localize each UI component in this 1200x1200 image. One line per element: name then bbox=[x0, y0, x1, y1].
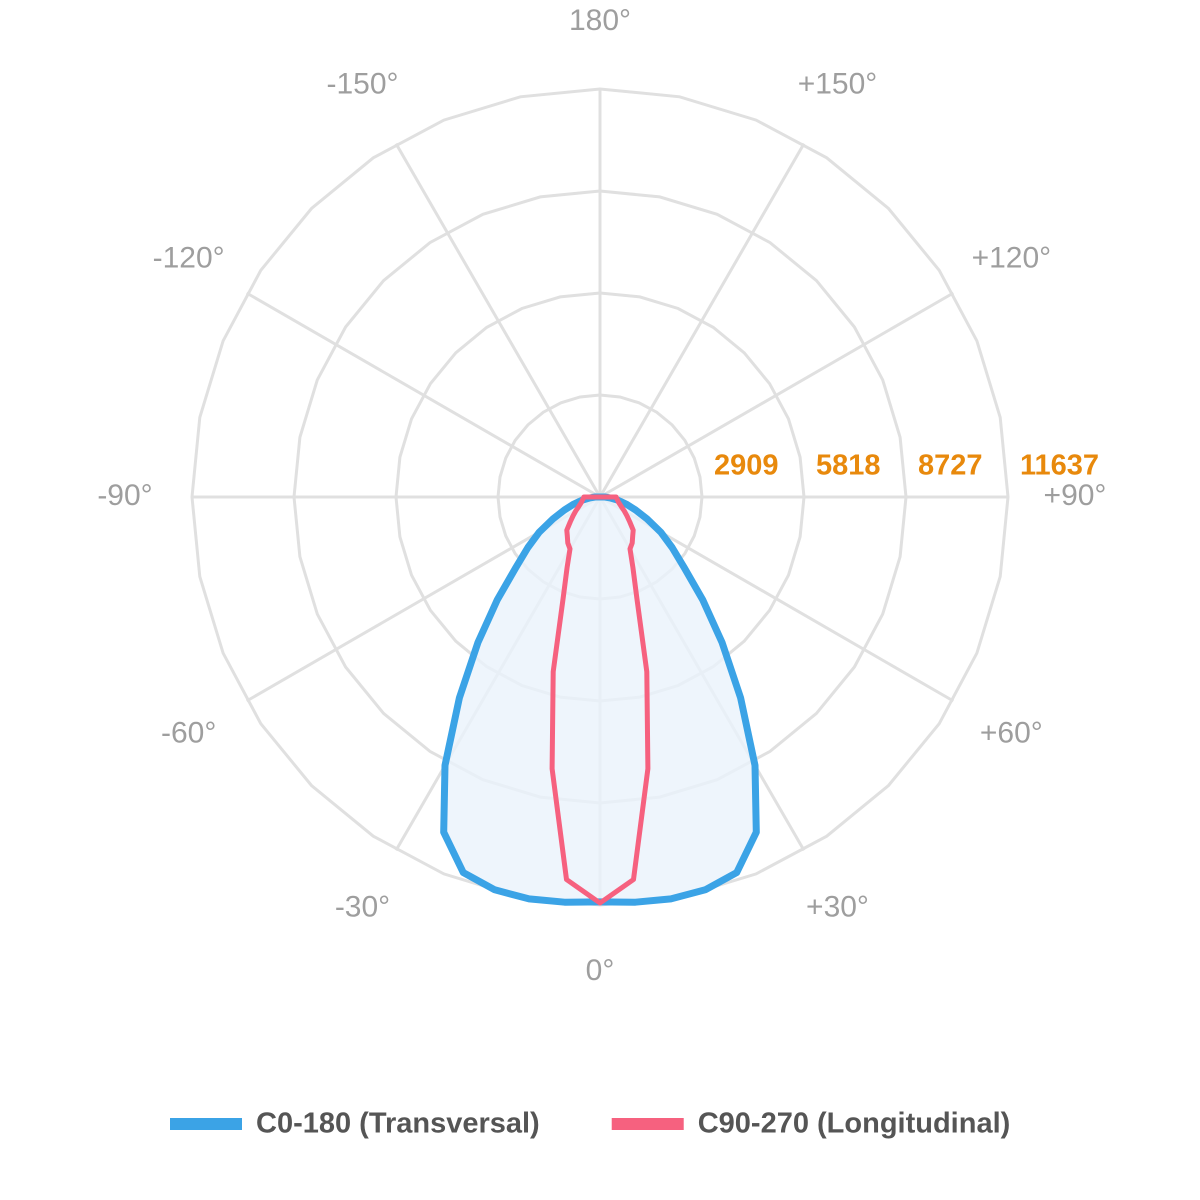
angle-label: +150° bbox=[798, 68, 878, 101]
radial-tick-label: 11637 bbox=[1020, 450, 1099, 482]
angle-label: -90° bbox=[97, 479, 152, 512]
angle-label: -150° bbox=[326, 68, 398, 101]
angle-label: 0° bbox=[586, 954, 615, 987]
grid-spoke bbox=[245, 291, 601, 499]
radial-tick-label: 5818 bbox=[816, 450, 881, 482]
grid-spoke bbox=[598, 142, 806, 498]
angle-label: +30° bbox=[806, 890, 869, 923]
labels: -150° -120° -90° -60° -30° 0° +30° +60° +90° +120… bbox=[97, 4, 1106, 987]
series-line bbox=[549, 494, 651, 906]
legend-swatch bbox=[611, 1118, 684, 1130]
angle-label: -30° bbox=[335, 890, 390, 923]
angle-label: 180° bbox=[569, 4, 631, 37]
legend-swatch bbox=[170, 1118, 242, 1130]
angle-label: -120° bbox=[153, 241, 225, 274]
radial-tick-label: 8727 bbox=[918, 450, 983, 482]
grid-spoke bbox=[599, 291, 955, 499]
legend-label: C0-180 (Transversal) bbox=[256, 1108, 540, 1140]
legend: C0-180 (Transversal) C90-270 (Longitudina… bbox=[170, 1108, 1010, 1140]
radial-tick-label: 2909 bbox=[714, 450, 779, 482]
angle-label: +120° bbox=[972, 241, 1052, 274]
angle-label: +60° bbox=[980, 716, 1043, 749]
plot-area bbox=[440, 493, 760, 906]
series-line bbox=[440, 493, 760, 906]
grid-spoke bbox=[394, 142, 602, 498]
legend-label: C90-270 (Longitudinal) bbox=[698, 1108, 1011, 1140]
angle-label: -60° bbox=[161, 716, 216, 749]
angle-label: +90° bbox=[1044, 479, 1107, 512]
